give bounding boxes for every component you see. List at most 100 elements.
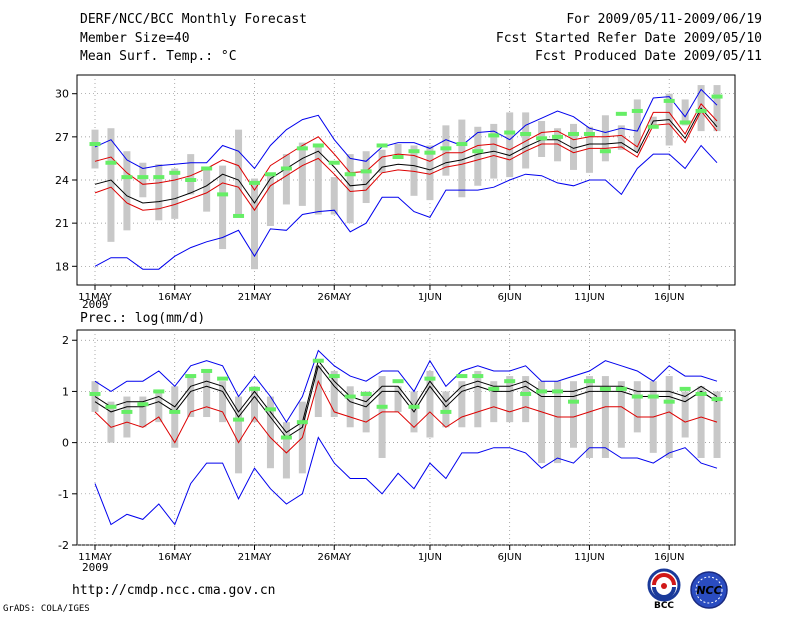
temp-series-upper [94,88,718,170]
prec-spread-bar [235,396,243,474]
temp-spread-bar [203,167,211,212]
temp-spread-bar [394,144,402,157]
prec-x-tick-label: 16JUN [654,552,684,563]
temp-marker [201,166,213,171]
bcc-logo-icon: BCC [647,568,681,610]
prec-marker [488,386,500,391]
temp-y-tick-label: 27 [55,131,69,144]
temp-marker [312,143,324,148]
prec-spread-bar [617,381,625,448]
prec-series-ensemble-mean [94,364,718,439]
temp-x-tick-label: 1JUN [418,292,442,303]
temp-marker [488,133,500,138]
prec-series-lower [94,436,718,526]
temp-x-tick-label: 16MAY [158,292,192,303]
temp-marker [169,170,181,175]
prec-marker [121,409,133,414]
prec-spread-bar [314,365,322,418]
forecast-period: For 2009/05/11-2009/06/19 [566,12,762,27]
temp-spread-bar [474,126,482,186]
temp-spread-bar [155,164,163,221]
prec-marker [583,379,595,384]
temp-marker [89,142,101,147]
year-label-prec: 2009 [82,561,109,574]
temp-spread-bar [266,172,274,227]
source-url[interactable]: http://cmdp.ncc.cma.gov.cn [72,583,276,598]
prec-x-tick-label: 21MAY [238,552,272,563]
prec-spread-bar [458,381,466,428]
prec-x-tick-label: 26MAY [317,552,351,563]
temp-spread-bar [298,142,306,206]
temp-marker [249,180,260,185]
prec-marker [440,409,452,414]
ncc-logo-icon: NCC [690,571,728,609]
prec-spread-bar [506,376,514,423]
prec-spread-bar [554,381,562,464]
temp-marker [264,172,276,177]
temp-marker [568,131,579,136]
grads-credit: GrADS: COLA/IGES [3,604,90,614]
prec-spread-bar [633,381,641,433]
temp-spread-bar [123,151,131,231]
prec-marker [376,404,388,409]
temp-y-tick-label: 30 [55,88,69,101]
temp-variable-label: Mean Surf. Temp.: °C [80,49,237,64]
prec-spread-bar [522,376,530,423]
temp-x-tick-label: 16JUN [654,292,684,303]
prec-spread-bar [266,396,274,469]
temperature-panel: 18 21 24 27 30 11MAY 16MAY 21MAY 26MAY 1JUN 6JUN 11… [55,74,736,303]
prec-marker [137,402,149,407]
prec-spread-bar [490,381,498,423]
prec-spread-bar [681,391,689,438]
temp-spread-bar [506,112,514,178]
prec-marker [711,397,723,402]
temp-spread-bar [282,154,290,205]
prec-marker [536,389,548,394]
prec-marker [169,409,181,414]
temp-series-upper-red [94,102,718,192]
prec-marker [504,379,516,384]
prec-marker [647,394,659,399]
prec-x-tick-label: 11MAY [78,552,112,563]
temp-marker [360,169,372,174]
prec-marker [280,435,292,440]
temp-spread-bar [362,151,370,204]
prec-spread-bar [570,381,577,448]
bcc-logo-text: BCC [654,601,674,610]
prec-spread-bar [474,370,482,428]
temp-marker [631,108,643,113]
prec-marker [695,391,707,396]
prec-marker [217,376,229,381]
temp-marker [392,154,404,159]
temp-marker [711,94,723,99]
prec-spread-bar [378,376,386,458]
prec-spread-bar [538,381,546,464]
temp-marker [679,120,691,125]
prec-marker [520,391,532,396]
temp-marker [599,149,611,154]
prec-spread-bar [251,386,258,423]
prec-spread-bar [394,386,402,412]
temp-x-tick-label: 11JUN [574,292,604,303]
temp-spread-bar [378,149,386,173]
prec-marker [105,404,117,409]
temp-spread-bar [617,125,625,150]
fcst-started-date: Fcst Started Refer Date 2009/05/10 [495,31,762,46]
temp-spread-bar [219,165,227,250]
prec-marker [264,407,276,412]
prec-spread-bar [203,370,211,418]
temp-spread-bar [330,177,338,215]
temp-x-tick-label: 6JUN [498,292,522,303]
temp-spread-bar [681,99,689,126]
temp-marker [663,98,675,103]
temp-y-tick-label: 18 [55,260,69,273]
temp-marker [185,178,197,182]
prec-spread-bar [282,422,290,479]
temp-marker [472,149,484,154]
temp-marker [105,160,117,165]
prec-spread-bar [155,391,163,423]
temp-marker [121,175,133,180]
temp-marker [536,136,548,141]
prec-marker [201,368,213,373]
